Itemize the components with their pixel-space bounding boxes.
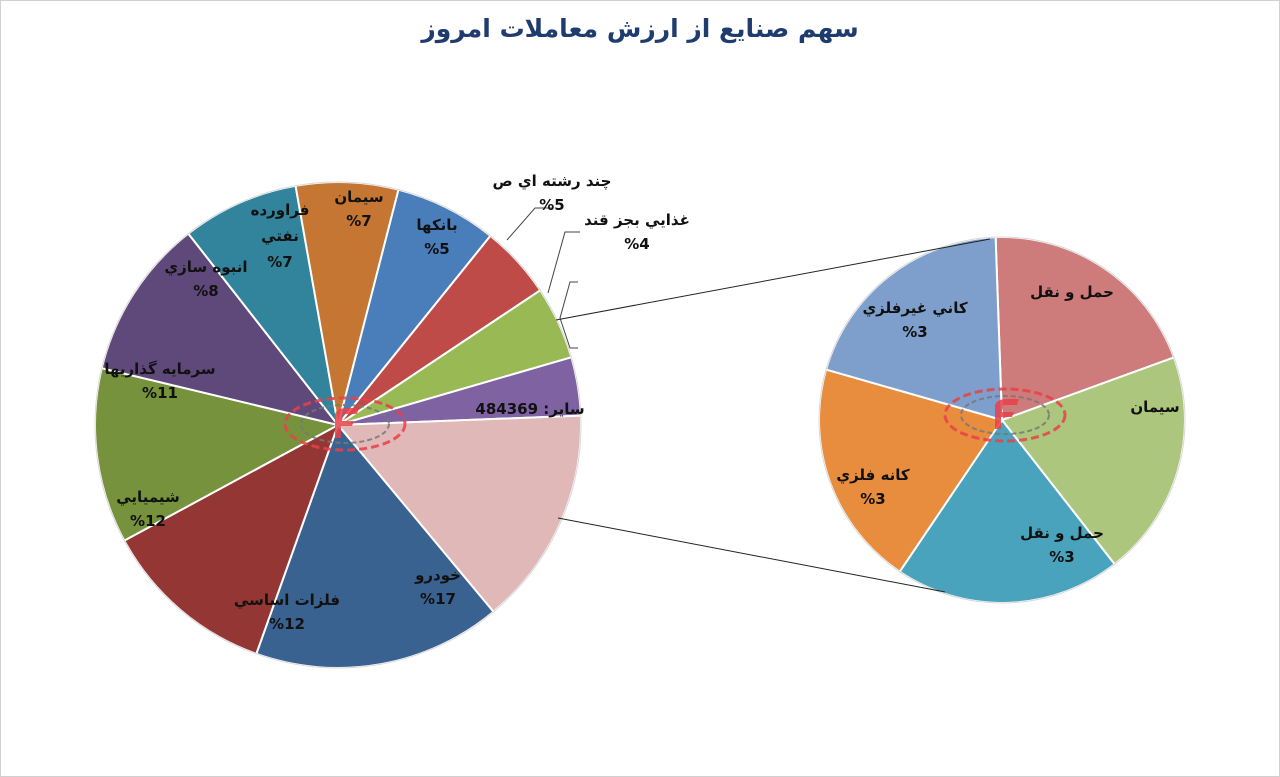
leader-line <box>547 231 580 294</box>
breakout-connectors <box>506 207 991 593</box>
leader-line <box>506 207 552 241</box>
main-pie-slice-label: شيميايي %12 <box>116 488 180 530</box>
breakout-pie <box>818 236 1186 604</box>
main-pie-slice-label: خودرو %17 <box>414 566 461 608</box>
main-pie-slice-label: فلزات اساسي %12 <box>234 591 340 633</box>
main-pie-slice-label: چند رشته اي ص %5 <box>493 172 612 214</box>
main-pie-slice-label: فراورده نفتي %7 <box>251 201 310 271</box>
breakout-pie-slice-label: سيمان <box>1130 398 1179 416</box>
main-pie <box>94 181 582 669</box>
watermark-logo <box>943 387 1067 443</box>
breakout-pie-slice-label: حمل و نقل %3 <box>1020 524 1104 566</box>
breakout-pie-slice-label: كانه فلزي %3 <box>836 466 910 508</box>
watermarks <box>283 387 1067 452</box>
group-bracket <box>559 281 578 349</box>
breakout-pie-slice-label: حمل و نقل <box>1030 283 1114 301</box>
breakout-pie-outline <box>818 236 1186 604</box>
main-pie-slice-label: بانكها %5 <box>416 216 457 258</box>
main-pie-slice-label: سيمان %7 <box>334 188 383 230</box>
breakout-line-top <box>555 238 991 321</box>
main-pie-slice-label: ساير: 484369 <box>475 400 584 418</box>
main-pie-outline <box>94 181 582 669</box>
main-pie-slice-label: انبوه سازي %8 <box>164 258 247 300</box>
watermark-logo <box>283 396 407 452</box>
main-pie-slice-label: سرمايه گذاريها %11 <box>104 360 215 402</box>
chart-title: سهم صنايع از ارزش معاملات امروز <box>421 14 859 43</box>
breakout-pie-slice-label: كاني غيرفلزي %3 <box>862 299 967 341</box>
main-pie-slice-label: غذايي بجز قند %4 <box>584 211 690 253</box>
breakout-line-bottom <box>557 517 946 593</box>
